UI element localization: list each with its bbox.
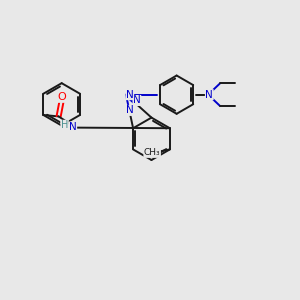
Text: O: O <box>57 92 66 102</box>
Text: N: N <box>206 90 213 100</box>
Text: CH₃: CH₃ <box>144 148 160 158</box>
Text: N: N <box>126 105 134 116</box>
Text: H: H <box>61 120 68 130</box>
Text: N: N <box>126 90 134 100</box>
Text: N: N <box>69 122 76 132</box>
Text: N: N <box>133 95 141 106</box>
